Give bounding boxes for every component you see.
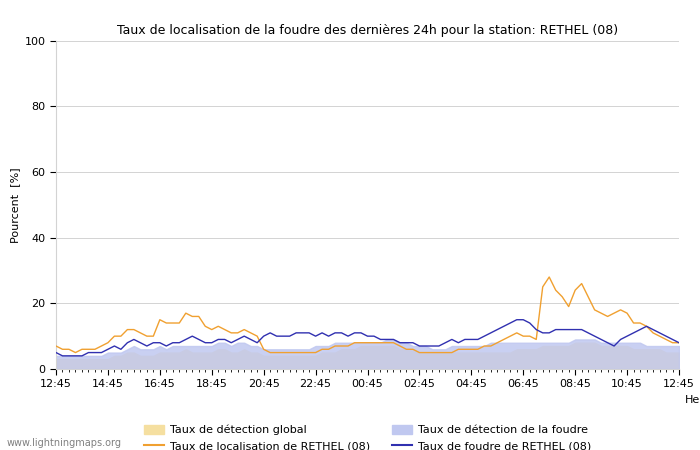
Text: www.lightningmaps.org: www.lightningmaps.org	[7, 438, 122, 448]
Y-axis label: Pourcent  [%]: Pourcent [%]	[10, 167, 20, 243]
Title: Taux de localisation de la foudre des dernières 24h pour la station: RETHEL (08): Taux de localisation de la foudre des de…	[117, 23, 618, 36]
Text: Heure: Heure	[685, 395, 700, 405]
Legend: Taux de détection global, Taux de localisation de RETHEL (08), Taux de détection: Taux de détection global, Taux de locali…	[140, 421, 595, 450]
